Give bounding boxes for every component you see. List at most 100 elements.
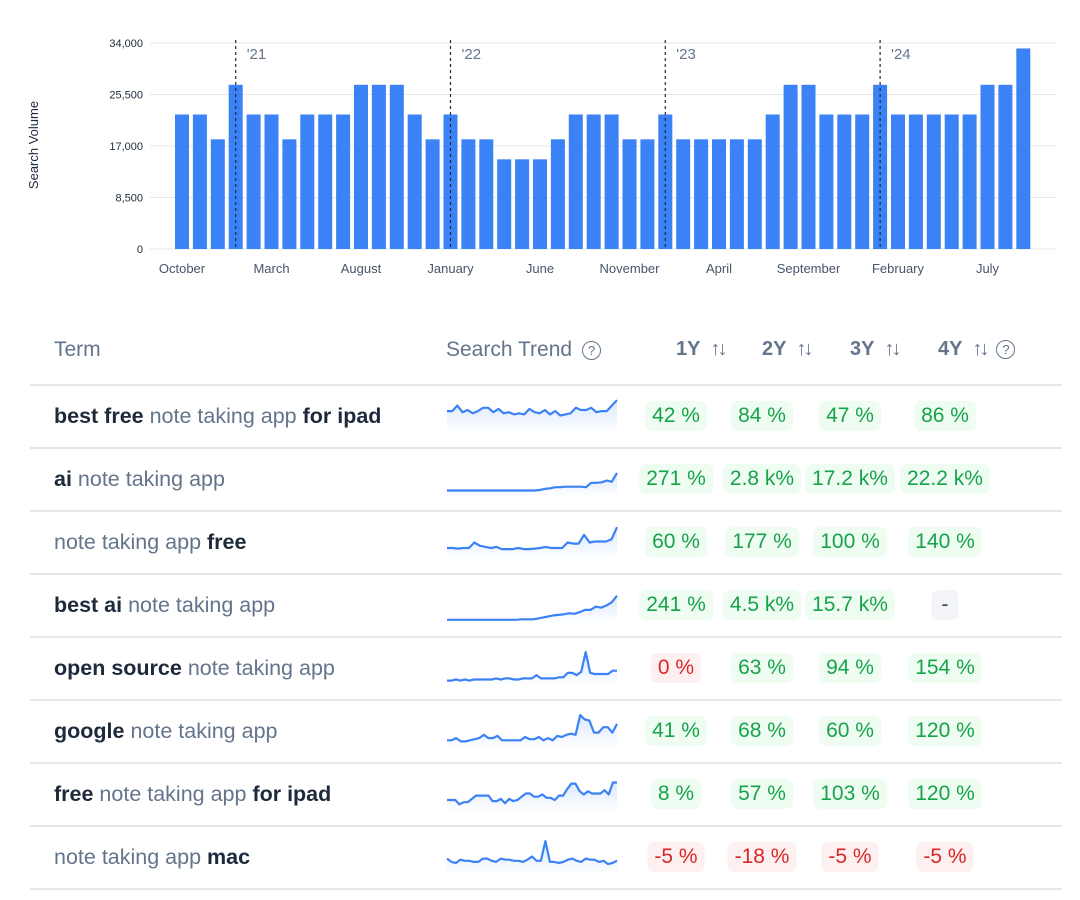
term-text: note taking app <box>181 656 335 680</box>
bar-dec-2021 <box>425 139 440 249</box>
sparkline-area <box>447 595 617 623</box>
bar-jul-2022 <box>550 139 565 249</box>
bar-mar-2024 <box>908 114 923 250</box>
term-keyword-bold: free <box>54 782 94 806</box>
growth-badge-3y: 103 % <box>813 779 887 809</box>
search-trend-sparkline <box>447 781 617 812</box>
table-row[interactable]: best free note taking app for ipad 42 % 84… <box>30 386 1062 449</box>
growth-badge-2y: 63 % <box>731 653 793 683</box>
table-row[interactable]: best ai note taking app 241 % 4.5 k% 15.7 k… <box>30 575 1062 638</box>
column-header-3y[interactable]: 3Y ↑↓ <box>850 338 901 361</box>
sort-icon[interactable]: ↑↓ <box>972 338 989 360</box>
bar-jun-2023 <box>747 139 762 249</box>
search-terms-table: Term Search Trend? 1Y ↑↓ 2Y ↑↓ 3Y ↑↓ 4Y ↑↓? … <box>30 318 1062 890</box>
growth-badge-1y: 42 % <box>645 401 707 431</box>
growth-badge-1y: 60 % <box>645 527 707 557</box>
sort-icon[interactable]: ↑↓ <box>710 338 727 360</box>
bar-feb-2024 <box>891 114 905 250</box>
search-trend-sparkline <box>447 651 617 686</box>
table-row[interactable]: open source note taking app 0 % 63 % 94 % 15… <box>30 638 1062 701</box>
search-term[interactable]: open source note taking app <box>54 656 335 681</box>
term-header-label: Term <box>54 338 101 361</box>
year-marker-label: '24 <box>891 46 911 63</box>
growth-badge-4y: 86 % <box>914 401 976 431</box>
term-keyword-bold: best free <box>54 404 144 428</box>
y-tick-label: 17,000 <box>109 141 143 153</box>
growth-badge-3y: -5 % <box>821 842 879 872</box>
table-row[interactable]: free note taking app for ipad 8 % 57 % 103 … <box>30 764 1062 827</box>
search-term[interactable]: ai note taking app <box>54 467 225 492</box>
table-row[interactable]: ai note taking app 271 % 2.8 k% 17.2 k% 22.2… <box>30 449 1062 512</box>
x-tick-label: March <box>253 261 289 276</box>
term-keyword-bold: ai <box>54 467 72 491</box>
term-text: note taking app <box>124 719 278 743</box>
growth-badge-1y: 0 % <box>650 653 702 683</box>
growth-badge-2y: -18 % <box>727 842 797 872</box>
bar-may-2023 <box>729 139 744 249</box>
growth-badge-4y: 154 % <box>908 653 982 683</box>
growth-badge-1y: 41 % <box>645 716 707 746</box>
search-term[interactable]: note taking app mac <box>54 845 250 870</box>
bar-aug-2023 <box>783 84 798 250</box>
sparkline-area <box>447 652 617 686</box>
term-keyword-bold: best ai <box>54 593 123 617</box>
bar-nov-2022 <box>622 139 637 249</box>
x-tick-label: April <box>706 261 732 276</box>
bar-nov-2021 <box>407 114 422 250</box>
bar-oct-2022 <box>604 114 619 250</box>
growth-badge-3y: 47 % <box>819 401 881 431</box>
growth-badge-3y: 94 % <box>819 653 881 683</box>
growth-badge-3y: 15.7 k% <box>805 590 895 620</box>
year-marker-label: '23 <box>676 46 696 63</box>
column-header-1y[interactable]: 1Y ↑↓ <box>676 338 727 361</box>
bar-nov-2023 <box>837 114 852 250</box>
growth-badge-4y: 120 % <box>908 779 982 809</box>
sparkline-line <box>447 781 617 806</box>
growth-badge-4y: -5 % <box>916 842 974 872</box>
search-term[interactable]: google note taking app <box>54 719 277 744</box>
search-term[interactable]: best free note taking app for ipad <box>54 404 381 429</box>
bar-mar-2022 <box>479 139 494 249</box>
term-text: note taking app <box>93 782 253 806</box>
search-term[interactable]: note taking app free <box>54 530 246 555</box>
bar-oct-2020 <box>175 114 189 250</box>
bar-dec-2022 <box>640 139 655 249</box>
table-row[interactable]: note taking app mac -5 % -18 % -5 % -5 % <box>30 827 1062 890</box>
sparkline-area <box>447 400 617 434</box>
bar-jul-2024 <box>980 84 995 250</box>
x-tick-label: August <box>341 261 382 276</box>
growth-badge-2y: 4.5 k% <box>722 590 802 620</box>
sort-icon[interactable]: ↑↓ <box>796 338 813 360</box>
help-icon[interactable]: ? <box>582 340 602 360</box>
growth-badge-1y: -5 % <box>647 842 705 872</box>
bar-jul-2023 <box>765 114 780 250</box>
y-tick-label: 34,000 <box>109 38 143 50</box>
search-trend-sparkline <box>447 399 618 434</box>
help-icon[interactable]: ? <box>996 340 1016 359</box>
search-term[interactable]: free note taking app for ipad <box>54 782 331 807</box>
growth-badge-1y: 271 % <box>639 464 713 494</box>
growth-badge-1y: 8 % <box>650 779 702 809</box>
search-trend-sparkline <box>447 595 618 623</box>
term-keyword-bold: for ipad <box>302 404 382 428</box>
y-axis-label: Search Volume <box>26 101 41 189</box>
x-tick-label: January <box>427 261 474 276</box>
growth-badge-4y: 22.2 k% <box>900 464 990 494</box>
column-header-4y[interactable]: 4Y ↑↓? <box>938 338 1016 361</box>
bar-may-2021 <box>300 114 315 250</box>
bar-apr-2021 <box>282 139 297 249</box>
bar-sep-2022 <box>586 114 601 250</box>
column-header-2y[interactable]: 2Y ↑↓ <box>762 338 813 361</box>
bar-jul-2021 <box>336 114 351 250</box>
search-volume-chart: Search Volume '21 '22 '23 '24 October March Au… <box>26 38 1056 276</box>
growth-badge-2y: 177 % <box>725 527 799 557</box>
bar-mar-2023 <box>694 139 709 249</box>
search-term[interactable]: best ai note taking app <box>54 593 275 618</box>
sort-icon[interactable]: ↑↓ <box>884 338 901 360</box>
growth-badge-2y: 2.8 k% <box>722 464 802 494</box>
table-row[interactable]: google note taking app 41 % 68 % 60 % 120 % <box>30 701 1062 764</box>
bar-jan-2022 <box>443 114 458 250</box>
table-row[interactable]: note taking app free 60 % 177 % 100 % 140 % <box>30 512 1062 575</box>
year-marker-label: '22 <box>462 46 482 63</box>
bar-may-2022 <box>515 159 530 249</box>
